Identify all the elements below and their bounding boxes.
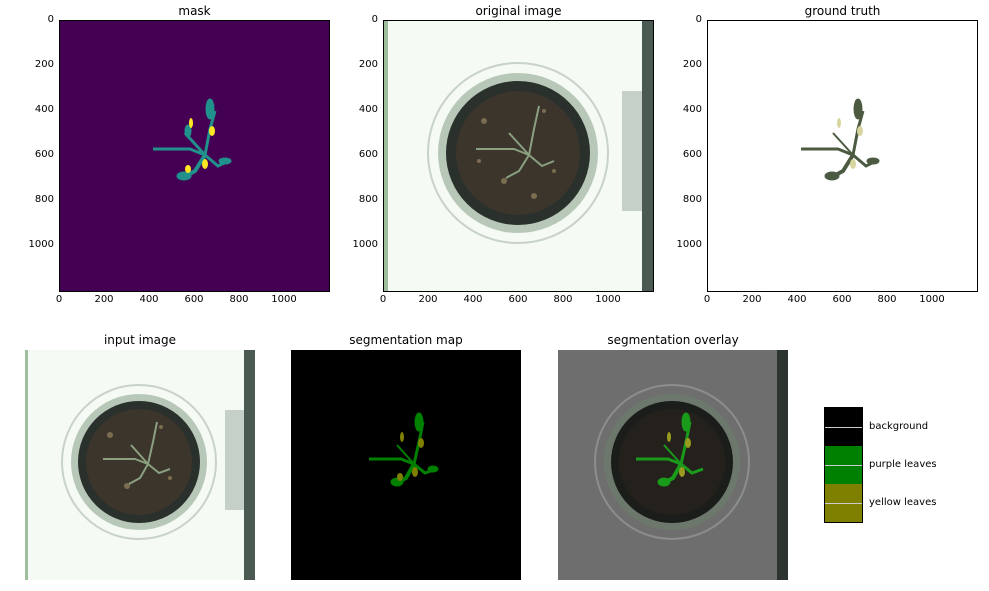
segmentation-map-title: segmentation map	[349, 333, 463, 347]
y-tick: 200	[34, 59, 54, 70]
y-tick: 200	[358, 59, 378, 70]
x-tick: 0	[379, 294, 387, 305]
x-tick: 600	[832, 294, 852, 305]
segmentation-overlay	[558, 350, 788, 580]
ground-truth-image	[707, 20, 978, 292]
legend-divider	[825, 465, 862, 466]
x-tick: 400	[787, 294, 807, 305]
y-tick: 1000	[352, 239, 378, 250]
mask-title: mask	[178, 4, 211, 18]
x-tick: 200	[418, 294, 438, 305]
legend-label-background: background	[869, 421, 929, 432]
x-tick: 400	[463, 294, 483, 305]
legend-label-purple-leaves: purple leaves	[869, 459, 937, 470]
y-tick: 800	[358, 194, 378, 205]
y-tick: 600	[358, 149, 378, 160]
x-tick: 800	[553, 294, 573, 305]
y-tick: 1000	[676, 239, 702, 250]
x-tick: 800	[877, 294, 897, 305]
ground-truth-title: ground truth	[804, 4, 881, 18]
x-tick: 0	[55, 294, 63, 305]
y-tick: 400	[682, 104, 702, 115]
y-tick: 800	[34, 194, 54, 205]
x-tick: 200	[742, 294, 762, 305]
segmentation-map	[291, 350, 521, 580]
mask-image	[59, 20, 330, 292]
x-tick: 1000	[271, 294, 297, 305]
y-tick: 200	[682, 59, 702, 70]
y-tick: 600	[682, 149, 702, 160]
x-tick: 0	[703, 294, 711, 305]
x-tick: 800	[229, 294, 249, 305]
x-tick: 600	[508, 294, 528, 305]
x-tick: 200	[94, 294, 114, 305]
y-tick: 600	[34, 149, 54, 160]
legend	[824, 407, 863, 523]
y-tick: 800	[682, 194, 702, 205]
legend-divider	[825, 427, 862, 428]
original-image-title: original image	[475, 4, 562, 18]
y-tick: 400	[358, 104, 378, 115]
original-image	[383, 20, 654, 292]
x-tick: 400	[139, 294, 159, 305]
y-tick: 0	[47, 14, 54, 25]
y-tick: 0	[371, 14, 378, 25]
input-image-title: input image	[103, 333, 177, 347]
input-image	[25, 350, 255, 580]
y-tick: 400	[34, 104, 54, 115]
segmentation-overlay-title: segmentation overlay	[607, 333, 739, 347]
legend-label-yellow-leaves: yellow leaves	[869, 497, 937, 508]
x-tick: 1000	[919, 294, 945, 305]
y-tick: 1000	[28, 239, 54, 250]
y-tick: 0	[695, 14, 702, 25]
legend-divider	[825, 503, 862, 504]
x-tick: 1000	[595, 294, 621, 305]
x-tick: 600	[184, 294, 204, 305]
